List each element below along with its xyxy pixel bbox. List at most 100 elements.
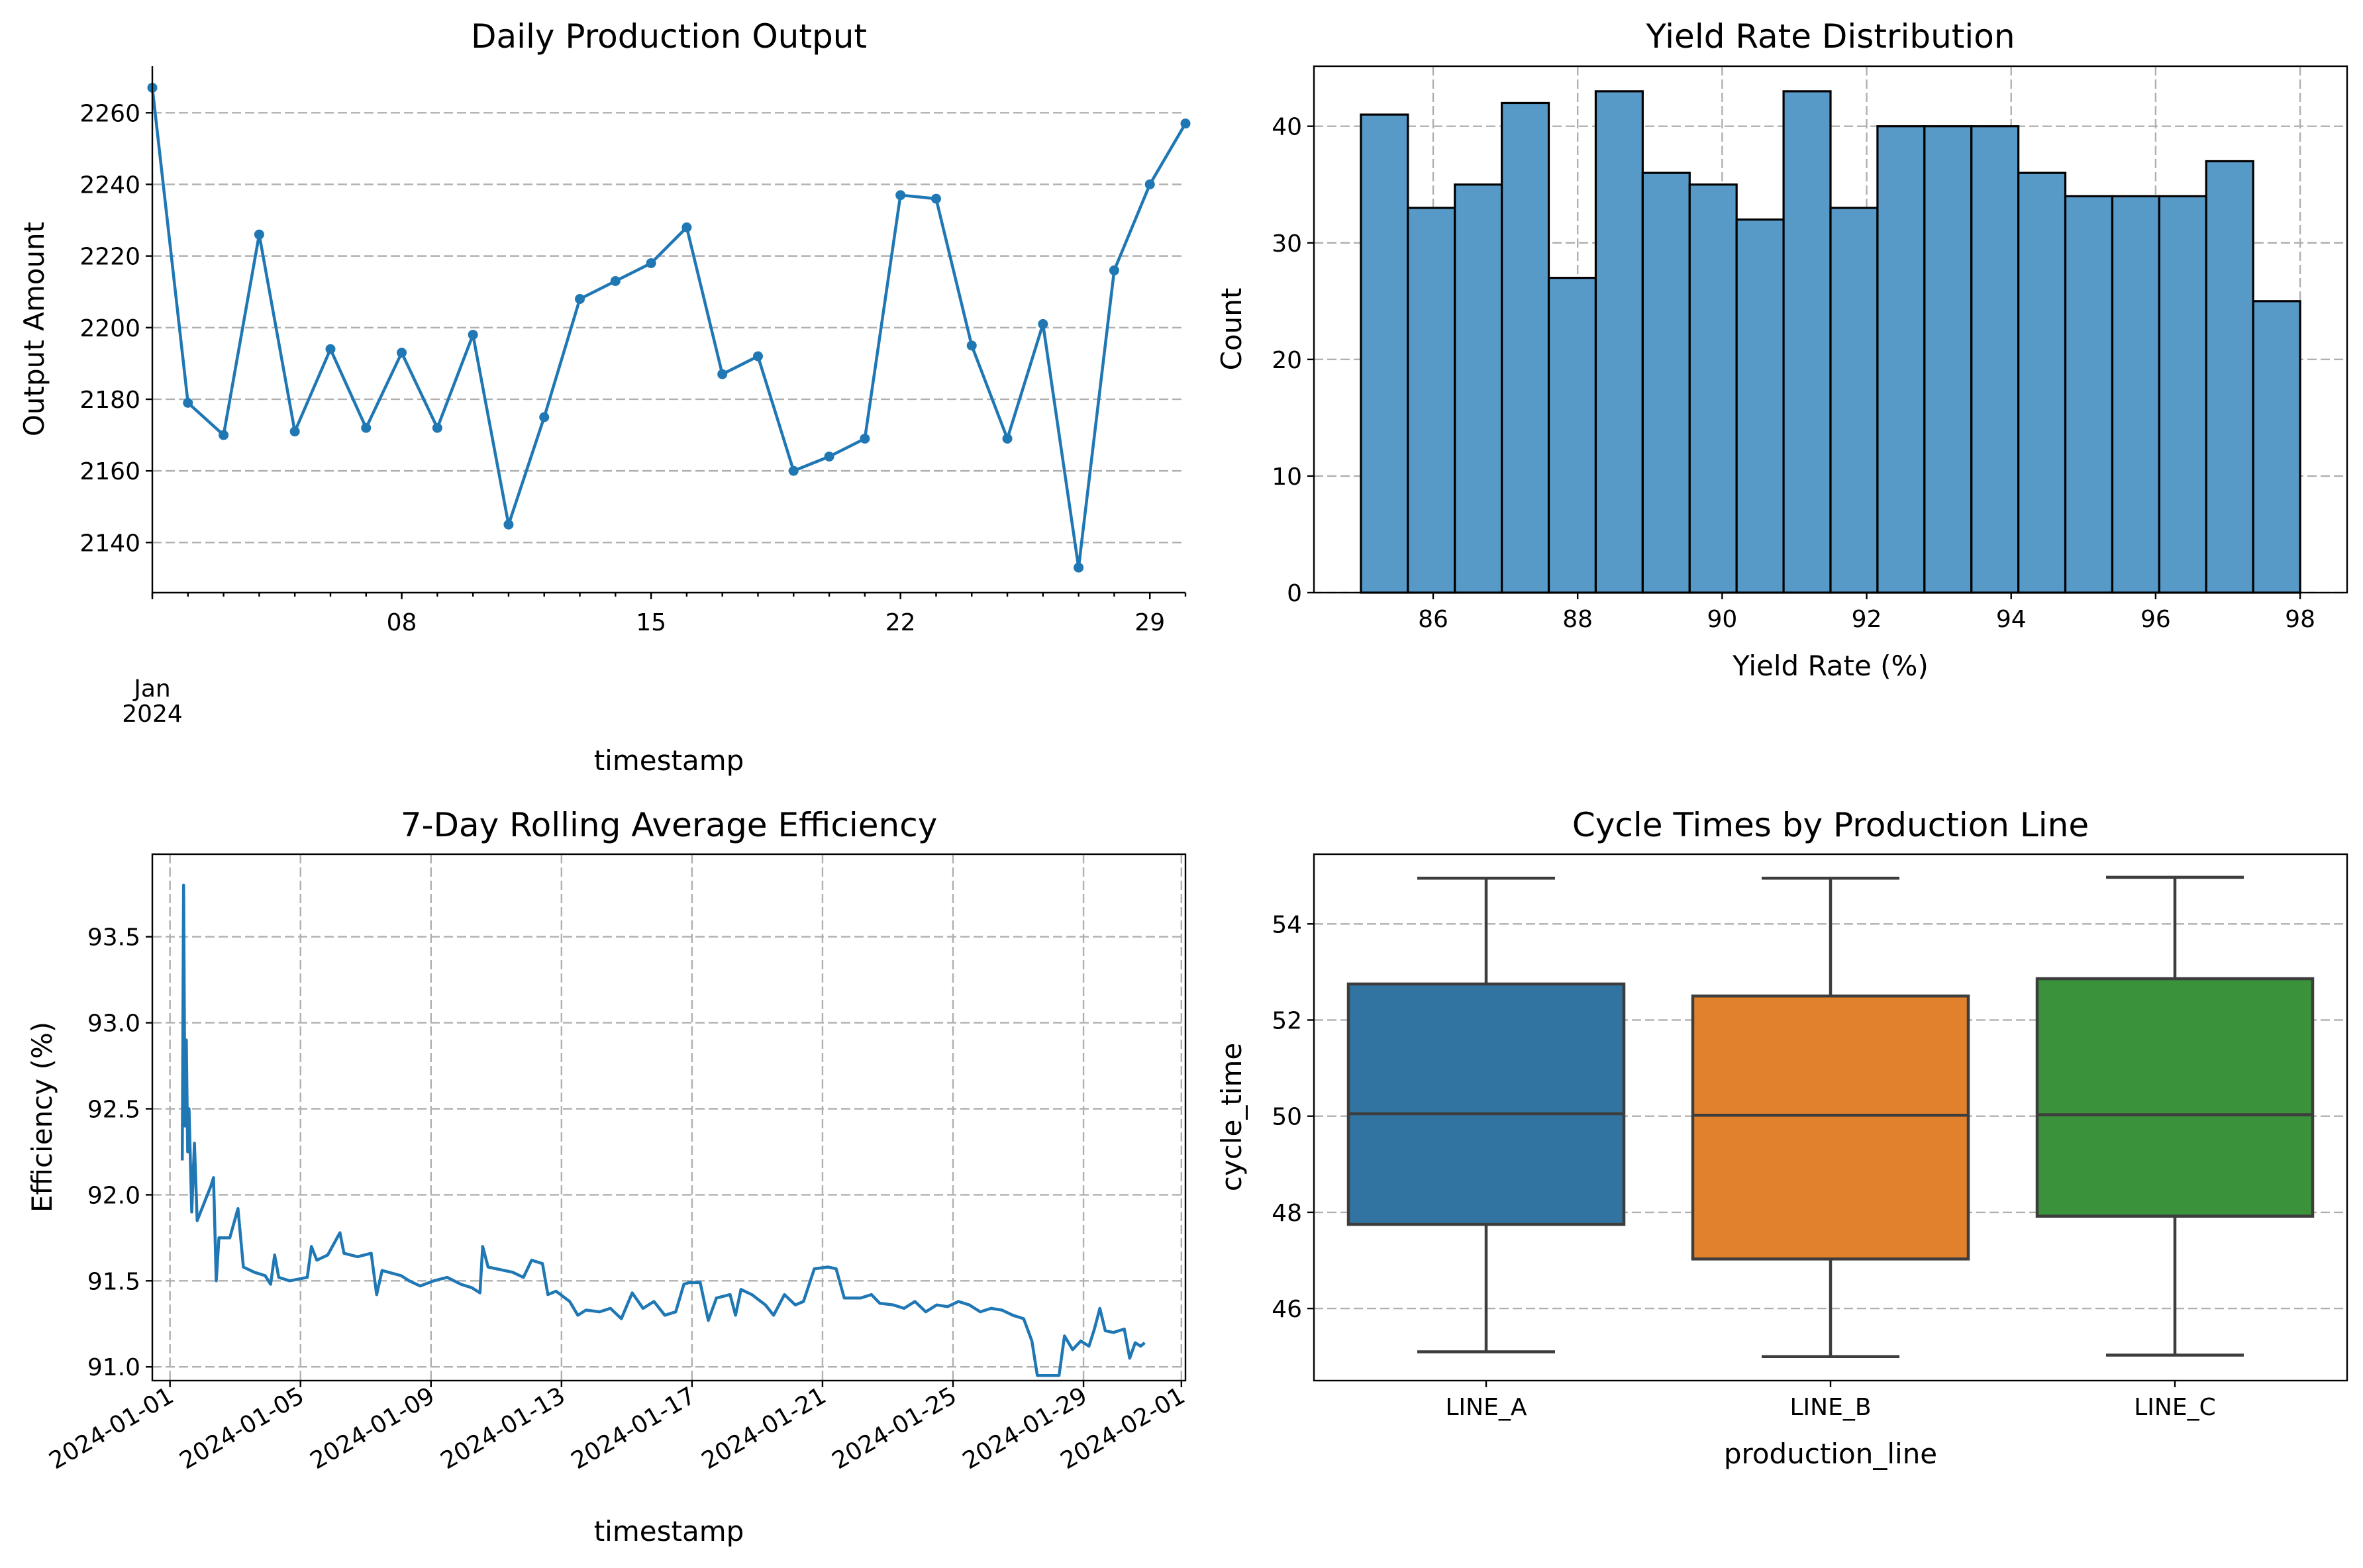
histogram-bar bbox=[1970, 125, 2020, 594]
panel-rolling-efficiency-title: 7-Day Rolling Average Efficiency bbox=[401, 806, 938, 844]
panel-rolling-efficiency-marks bbox=[180, 883, 1146, 1377]
panel-rolling-efficiency-yticks: 91.0 91.5 92.0 92.5 93.0 93.5 bbox=[87, 924, 152, 1381]
y-tick-label: 91.0 bbox=[87, 1354, 140, 1381]
panel-cycle-times-ylabel: cycle_time bbox=[1215, 1043, 1248, 1191]
output-point bbox=[1144, 179, 1155, 189]
histogram-bar bbox=[1547, 276, 1597, 594]
panel-cycle-times-yticks: 46 48 50 52 54 bbox=[1272, 911, 1314, 1323]
panel-daily-output-title: Daily Production Output bbox=[471, 17, 867, 56]
histogram-bar bbox=[1923, 125, 1973, 594]
box-line_c bbox=[2035, 875, 2315, 1357]
panel-cycle-times: LINE_A LINE_B LINE_C 46 48 50 52 54 Cycle Time… bbox=[1215, 806, 2348, 1470]
histogram-bar bbox=[1735, 218, 1785, 594]
y-tick-label: 2180 bbox=[79, 387, 140, 414]
y-tick-label: 40 bbox=[1272, 114, 1302, 141]
panel-daily-output-yticks: 2140 2160 2180 2200 2220 2240 2260 bbox=[79, 100, 152, 557]
x-tick-label: LINE_B bbox=[1789, 1394, 1871, 1421]
box-line_a bbox=[1346, 877, 1626, 1353]
output-point bbox=[397, 348, 407, 358]
output-point bbox=[681, 222, 692, 232]
panel-yield-histogram: 86 88 90 92 94 96 98 0 10 20 30 40 Yield Rate Dist… bbox=[1215, 17, 2348, 682]
panel-rolling-efficiency-xlabel: timestamp bbox=[594, 1515, 744, 1547]
histogram-bar bbox=[1407, 207, 1456, 594]
output-point bbox=[788, 466, 799, 476]
y-tick-label: 2220 bbox=[79, 244, 140, 271]
y-tick-label: 2140 bbox=[79, 530, 140, 557]
histogram-bar bbox=[1360, 113, 1409, 594]
output-point bbox=[930, 193, 941, 204]
output-point bbox=[539, 412, 550, 422]
output-point bbox=[361, 422, 372, 433]
y-tick-label: 2260 bbox=[79, 100, 140, 127]
x-tick-label: 88 bbox=[1562, 606, 1593, 633]
y-tick-label: 2160 bbox=[79, 458, 140, 485]
x-tick-label: 08 bbox=[387, 609, 417, 636]
x-tick-label: 86 bbox=[1418, 606, 1448, 633]
panel-rolling-efficiency-grid bbox=[152, 854, 1185, 1381]
output-point bbox=[1109, 265, 1119, 275]
x-tick-label: 92 bbox=[1852, 606, 1882, 633]
box-body bbox=[1346, 982, 1626, 1226]
output-point bbox=[254, 229, 264, 240]
box-line_b bbox=[1691, 877, 1970, 1358]
y-tick-label: 2200 bbox=[79, 315, 140, 342]
box-body bbox=[2035, 977, 2315, 1218]
output-series-line bbox=[150, 87, 1187, 569]
histogram-bar bbox=[2111, 195, 2160, 594]
panel-daily-output-xlabel: timestamp bbox=[594, 744, 744, 777]
output-point bbox=[860, 433, 870, 444]
output-point bbox=[503, 519, 514, 530]
efficiency-series-line bbox=[180, 883, 1146, 1377]
output-point bbox=[646, 258, 656, 268]
histogram-bar bbox=[1641, 172, 1691, 594]
output-point bbox=[610, 275, 621, 286]
x-tick-label: 90 bbox=[1707, 606, 1737, 633]
histogram-bar bbox=[2205, 160, 2254, 594]
y-tick-label: 30 bbox=[1272, 230, 1302, 258]
x-tick-label: 22 bbox=[885, 609, 916, 636]
panel-yield-histogram-xlabel: Yield Rate (%) bbox=[1732, 650, 1929, 682]
output-point bbox=[325, 344, 336, 354]
histogram-bar bbox=[1501, 101, 1550, 594]
histogram-bar bbox=[2064, 195, 2114, 594]
panel-cycle-times-xticks: LINE_A LINE_B LINE_C bbox=[1446, 1381, 2216, 1421]
x-tick-label: 29 bbox=[1134, 609, 1165, 636]
panel-cycle-times-marks bbox=[1346, 875, 2315, 1358]
output-point bbox=[432, 422, 442, 433]
panel-yield-histogram-xticks: 86 88 90 92 94 96 98 bbox=[1418, 593, 2315, 633]
histogram-bar bbox=[1782, 90, 1832, 594]
output-point bbox=[1074, 562, 1084, 573]
y-tick-label: 50 bbox=[1272, 1104, 1302, 1131]
y-tick-label: 54 bbox=[1272, 911, 1302, 938]
output-point bbox=[289, 426, 300, 437]
y-tick-label: 2240 bbox=[79, 172, 140, 199]
x-tick-label: LINE_A bbox=[1446, 1394, 1527, 1421]
histogram-bar bbox=[1594, 90, 1644, 594]
y-tick-label: 91.5 bbox=[87, 1268, 140, 1295]
y-tick-label: 0 bbox=[1287, 580, 1302, 607]
output-point bbox=[1180, 119, 1191, 129]
output-point bbox=[575, 294, 585, 305]
histogram-bar bbox=[1829, 207, 1879, 594]
x-tick-label: Jan bbox=[132, 675, 171, 703]
output-point bbox=[752, 351, 763, 362]
y-tick-label: 92.5 bbox=[87, 1097, 140, 1124]
histogram-bar bbox=[1876, 125, 1926, 594]
y-tick-label: 93.5 bbox=[87, 924, 140, 952]
panel-cycle-times-title: Cycle Times by Production Line bbox=[1572, 806, 2089, 844]
panel-rolling-efficiency-ylabel: Efficiency (%) bbox=[26, 1022, 58, 1212]
x-tick-label: LINE_C bbox=[2134, 1394, 2216, 1421]
panel-daily-output-ylabel: Output Amount bbox=[18, 222, 50, 436]
histogram-bar bbox=[1454, 183, 1503, 594]
y-tick-label: 20 bbox=[1272, 347, 1302, 374]
x-tick-label: 94 bbox=[1996, 606, 2027, 633]
output-point bbox=[717, 369, 728, 379]
output-point bbox=[468, 330, 478, 340]
x-tick-label: 96 bbox=[2140, 606, 2171, 633]
panel-rolling-efficiency-frame bbox=[151, 853, 1187, 1382]
histogram-bar bbox=[2017, 172, 2067, 594]
panel-yield-histogram-ylabel: Count bbox=[1215, 288, 1248, 371]
